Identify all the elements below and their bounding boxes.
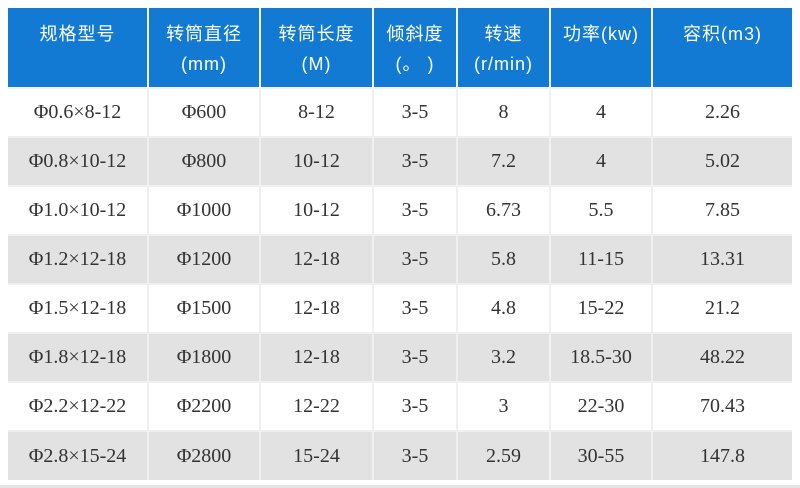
cell-drum-diameter: Φ2800: [148, 431, 261, 480]
cell-power: 4: [550, 137, 653, 187]
table-row: Φ1.8×12-18 Φ1800 12-18 3-5 3.2 18.5-30 4…: [8, 333, 792, 383]
cell-incline: 3-5: [373, 284, 458, 334]
cell-power: 15-22: [550, 284, 653, 334]
cell-drum-diameter: Φ800: [148, 137, 261, 187]
cell-volume: 70.43: [652, 382, 792, 432]
cell-speed: 3.2: [457, 333, 551, 383]
table-row: Φ1.5×12-18 Φ1500 12-18 3-5 4.8 15-22 21.…: [8, 284, 792, 334]
header-sublabel: (M): [301, 54, 332, 74]
cell-volume: 147.8: [652, 431, 792, 480]
cell-spec-model: Φ2.2×12-22: [8, 382, 149, 432]
cell-drum-diameter: Φ1000: [148, 186, 261, 236]
table-row: Φ1.2×12-18 Φ1200 12-18 3-5 5.8 11-15 13.…: [8, 235, 792, 285]
table-row: Φ1.0×10-12 Φ1000 10-12 3-5 6.73 5.5 7.85: [8, 186, 792, 236]
cell-speed: 8: [457, 88, 551, 138]
header-label: 功率(kw): [563, 24, 639, 44]
col-header-incline: 倾斜度 (。 ): [373, 8, 458, 89]
cell-volume: 2.26: [652, 88, 792, 138]
cell-drum-diameter: Φ1800: [148, 333, 261, 383]
cell-volume: 13.31: [652, 235, 792, 285]
cell-volume: 5.02: [652, 137, 792, 187]
cell-incline: 3-5: [373, 137, 458, 187]
table-row: Φ0.6×8-12 Φ600 8-12 3-5 8 4 2.26: [8, 88, 792, 138]
cell-spec-model: Φ2.8×15-24: [8, 431, 149, 480]
cell-volume: 7.85: [652, 186, 792, 236]
header-label: 容积(m3): [683, 24, 762, 44]
header-sublabel: (。 ): [395, 54, 435, 74]
cell-speed: 7.2: [457, 137, 551, 187]
cell-drum-length: 10-12: [260, 186, 374, 236]
cell-power: 30-55: [550, 431, 653, 480]
header-label: 规格型号: [39, 24, 116, 44]
header-sublabel: (mm): [181, 54, 227, 74]
cell-drum-diameter: Φ600: [148, 88, 261, 138]
cell-incline: 3-5: [373, 333, 458, 383]
cell-drum-diameter: Φ1500: [148, 284, 261, 334]
cell-drum-length: 12-18: [260, 333, 374, 383]
cell-incline: 3-5: [373, 382, 458, 432]
cell-incline: 3-5: [373, 88, 458, 138]
cell-drum-length: 15-24: [260, 431, 374, 480]
cell-speed: 4.8: [457, 284, 551, 334]
cell-drum-diameter: Φ2200: [148, 382, 261, 432]
table-row: Φ2.8×15-24 Φ2800 15-24 3-5 2.59 30-55 14…: [8, 431, 792, 480]
cell-power: 4: [550, 88, 653, 138]
cell-drum-length: 12-22: [260, 382, 374, 432]
cell-drum-length: 10-12: [260, 137, 374, 187]
col-header-drum-diameter: 转筒直径 (mm): [148, 8, 261, 89]
cell-volume: 21.2: [652, 284, 792, 334]
cell-incline: 3-5: [373, 431, 458, 480]
cell-power: 18.5-30: [550, 333, 653, 383]
cell-spec-model: Φ1.8×12-18: [8, 333, 149, 383]
cell-spec-model: Φ1.2×12-18: [8, 235, 149, 285]
cell-drum-length: 12-18: [260, 284, 374, 334]
header-label: 转筒长度: [278, 24, 355, 44]
header-row: 规格型号 转筒直径 (mm) 转筒长度 (M) 倾斜度 (。 ): [8, 8, 792, 89]
cell-drum-length: 12-18: [260, 235, 374, 285]
cell-spec-model: Φ1.5×12-18: [8, 284, 149, 334]
cell-speed: 6.73: [457, 186, 551, 236]
cell-power: 5.5: [550, 186, 653, 236]
table-body: Φ0.6×8-12 Φ600 8-12 3-5 8 4 2.26 Φ0.8×10…: [8, 88, 792, 480]
col-header-volume: 容积(m3): [652, 8, 792, 89]
header-label: 倾斜度: [386, 24, 444, 44]
cell-speed: 3: [457, 382, 551, 432]
cell-speed: 5.8: [457, 235, 551, 285]
cell-power: 22-30: [550, 382, 653, 432]
page-bottom-edge: [0, 485, 800, 488]
cell-power: 11-15: [550, 235, 653, 285]
table-row: Φ0.8×10-12 Φ800 10-12 3-5 7.2 4 5.02: [8, 137, 792, 187]
col-header-drum-length: 转筒长度 (M): [260, 8, 374, 89]
spec-table: 规格型号 转筒直径 (mm) 转筒长度 (M) 倾斜度 (。 ): [8, 8, 792, 480]
header-label: 转速: [484, 24, 523, 44]
cell-spec-model: Φ0.6×8-12: [8, 88, 149, 138]
col-header-power: 功率(kw): [550, 8, 653, 89]
cell-incline: 3-5: [373, 235, 458, 285]
cell-drum-length: 8-12: [260, 88, 374, 138]
cell-speed: 2.59: [457, 431, 551, 480]
header-sublabel: (r/min): [474, 54, 533, 74]
cell-spec-model: Φ1.0×10-12: [8, 186, 149, 236]
table-header: 规格型号 转筒直径 (mm) 转筒长度 (M) 倾斜度 (。 ): [8, 8, 792, 89]
header-label: 转筒直径: [166, 24, 242, 44]
cell-drum-diameter: Φ1200: [148, 235, 261, 285]
table-row: Φ2.2×12-22 Φ2200 12-22 3-5 3 22-30 70.43: [8, 382, 792, 432]
cell-volume: 48.22: [652, 333, 792, 383]
col-header-spec-model: 规格型号: [8, 8, 149, 89]
col-header-speed: 转速 (r/min): [457, 8, 551, 89]
cell-incline: 3-5: [373, 186, 458, 236]
cell-spec-model: Φ0.8×10-12: [8, 137, 149, 187]
